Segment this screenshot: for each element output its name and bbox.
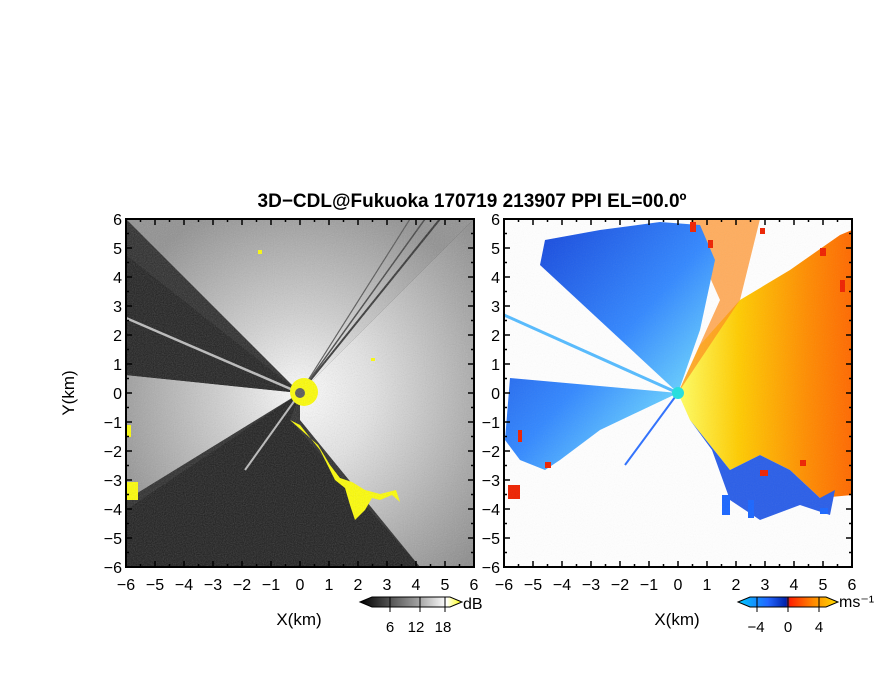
reflectivity-panel: −6 −5 −4 −3 −2 −1 0 1 2 3 4 5 6 6 5 4 3 2 1 0 −1 −2 −3 −4 −5 −6 X…: [59, 212, 479, 629]
vel-x-tick-label: −4: [553, 577, 571, 594]
vel-x-tick-label: 2: [732, 577, 741, 594]
velocity-axis-ticks: −6 −5 −4 −3 −2 −1 0 1 2 3 4 5 6 6 5 4 3 2 1 0 −1 −2 −3 −4 −5 −6: [482, 212, 857, 594]
vel-y-tick-label: −2: [482, 444, 500, 461]
refl-y-tick-label: 4: [113, 270, 122, 287]
refl-x-tick-label: 1: [325, 577, 334, 594]
refl-y-tick-label: −4: [104, 502, 122, 519]
reflectivity-colorbar-tick: 18: [435, 619, 452, 636]
vel-y-tick-label: 1: [491, 357, 500, 374]
refl-x-tick-label: −3: [204, 577, 222, 594]
vel-x-tick-label: 4: [790, 577, 799, 594]
vel-x-tick-label: −1: [640, 577, 658, 594]
refl-y-tick-label: −5: [104, 531, 122, 548]
vel-y-tick-label: 6: [491, 212, 500, 229]
vel-y-tick-label: −3: [482, 473, 500, 490]
velocity-colorbar-unit: ms⁻¹: [839, 594, 874, 611]
vel-x-tick-label: −6: [495, 577, 513, 594]
velocity-colorbar-tick: 4: [815, 619, 823, 636]
vel-y-tick-label: 3: [491, 299, 500, 316]
refl-x-tick-label: 3: [383, 577, 392, 594]
refl-x-tick-label: 0: [296, 577, 305, 594]
vel-x-tick-label: 1: [703, 577, 712, 594]
vel-x-tick-label: 5: [819, 577, 828, 594]
refl-x-tick-label: −5: [146, 577, 164, 594]
vel-y-tick-label: −4: [482, 502, 500, 519]
velocity-panel: −6 −5 −4 −3 −2 −1 0 1 2 3 4 5 6 6 5 4 3 2 1 0 −1 −2 −3 −4 −5 −6 X…: [482, 212, 857, 629]
refl-y-tick-label: 1: [113, 357, 122, 374]
refl-x-tick-label: 6: [470, 577, 479, 594]
vel-y-tick-label: −1: [482, 415, 500, 432]
vel-x-tick-label: 6: [848, 577, 857, 594]
refl-y-tick-label: 0: [113, 386, 122, 403]
velocity-xlabel: X(km): [654, 610, 699, 629]
vel-y-tick-label: 5: [491, 241, 500, 258]
refl-y-tick-label: 3: [113, 299, 122, 316]
refl-x-tick-label: −2: [233, 577, 251, 594]
reflectivity-colorbar-unit: dB: [463, 596, 483, 613]
vel-x-tick-label: −3: [582, 577, 600, 594]
velocity-colorbar: ms⁻¹ −4 0 4: [736, 594, 874, 636]
refl-x-tick-label: −4: [175, 577, 193, 594]
refl-y-tick-label: −2: [104, 444, 122, 461]
vel-x-tick-label: −2: [611, 577, 629, 594]
refl-x-tick-label: 5: [441, 577, 450, 594]
refl-x-tick-label: 2: [354, 577, 363, 594]
refl-y-tick-label: 6: [113, 212, 122, 229]
vel-x-tick-label: 0: [674, 577, 683, 594]
refl-x-tick-label: −6: [117, 577, 135, 594]
reflectivity-colorbar-tick: 6: [386, 619, 394, 636]
reflectivity-xlabel: X(km): [276, 610, 321, 629]
reflectivity-ylabel: Y(km): [59, 370, 78, 415]
vel-y-tick-label: −5: [482, 531, 500, 548]
figure-title: 3D−CDL@Fukuoka 170719 213907 PPI EL=00.0…: [258, 191, 687, 212]
reflectivity-colorbar: dB 6 12 18: [358, 596, 483, 636]
reflectivity-image: [126, 219, 474, 567]
refl-y-tick-label: 5: [113, 241, 122, 258]
vel-y-tick-label: 2: [491, 328, 500, 345]
refl-y-tick-label: −6: [104, 560, 122, 577]
vel-x-tick-label: 3: [761, 577, 770, 594]
velocity-image: [504, 219, 852, 567]
refl-x-tick-label: 4: [412, 577, 421, 594]
reflectivity-colorbar-tick: 12: [408, 619, 425, 636]
refl-y-tick-label: 2: [113, 328, 122, 345]
refl-y-tick-label: −1: [104, 415, 122, 432]
vel-y-tick-label: 4: [491, 270, 500, 287]
velocity-colorbar-tick: −4: [747, 619, 764, 636]
vel-y-tick-label: −6: [482, 560, 500, 577]
reflectivity-axis-ticks: −6 −5 −4 −3 −2 −1 0 1 2 3 4 5 6 6 5 4 3 2 1 0 −1 −2 −3 −4 −5 −6: [104, 212, 479, 594]
refl-x-tick-label: −1: [262, 577, 280, 594]
velocity-colorbar-tick: 0: [784, 619, 792, 636]
vel-y-tick-label: 0: [491, 386, 500, 403]
vel-x-tick-label: −5: [524, 577, 542, 594]
refl-y-tick-label: −3: [104, 473, 122, 490]
